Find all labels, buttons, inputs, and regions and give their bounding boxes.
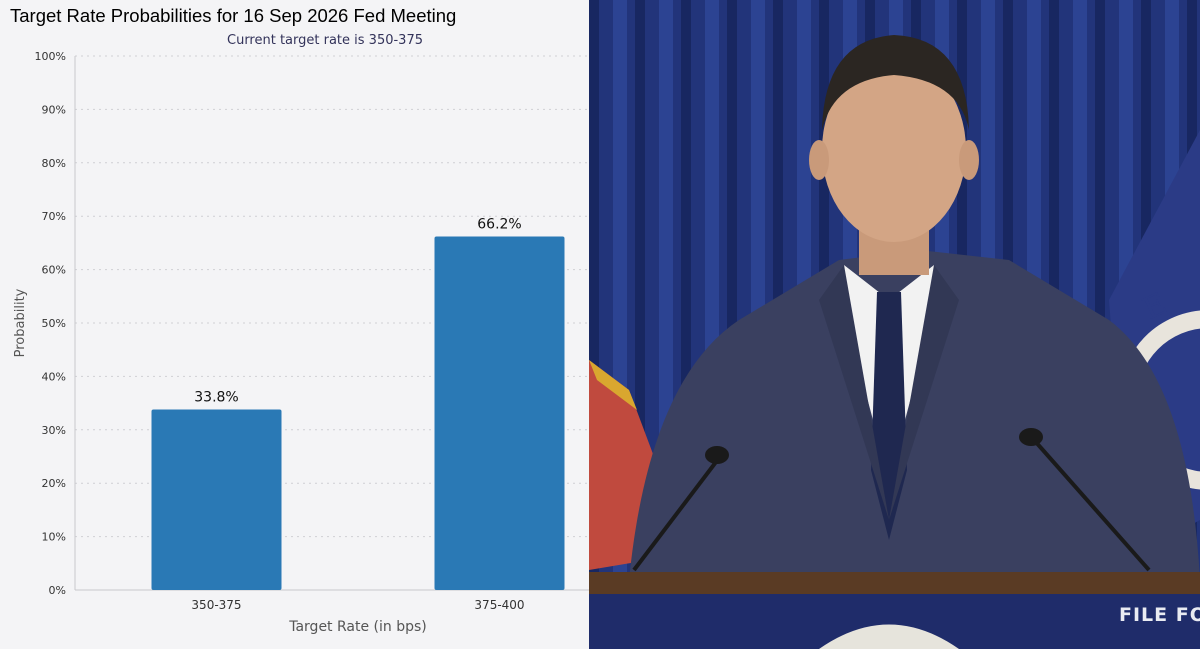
y-tick-label: 10% bbox=[42, 531, 66, 544]
y-tick-label: 30% bbox=[42, 424, 66, 437]
x-tick-label: 375-400 bbox=[474, 598, 524, 612]
press-conference-photo: E FILE FO bbox=[589, 0, 1200, 649]
x-tick-label: 350-375 bbox=[191, 598, 241, 612]
speaker-illustration: E bbox=[589, 0, 1200, 649]
y-tick-label: 100% bbox=[35, 50, 66, 63]
y-axis-ticks: 0% 10% 20% 30% 40% 50% 60% 70% 80% 90% 100% bbox=[35, 50, 66, 597]
y-tick-label: 60% bbox=[42, 264, 66, 277]
suit bbox=[629, 250, 1200, 649]
y-tick-label: 50% bbox=[42, 317, 66, 330]
bar[interactable] bbox=[151, 409, 282, 590]
hair bbox=[822, 35, 969, 130]
x-axis-label: Target Rate (in bps) bbox=[288, 619, 427, 635]
y-tick-label: 80% bbox=[42, 157, 66, 170]
podium-seal bbox=[819, 624, 959, 649]
y-tick-label: 20% bbox=[42, 477, 66, 490]
y-tick-label: 40% bbox=[42, 370, 66, 383]
bar[interactable] bbox=[434, 236, 565, 590]
face bbox=[822, 58, 966, 242]
microphone-left bbox=[632, 456, 721, 572]
x-axis-ticks: 350-375 375-400 bbox=[191, 598, 524, 612]
bar-value-label: 33.8% bbox=[194, 390, 238, 406]
bar-value-label: 66.2% bbox=[477, 216, 521, 232]
y-axis-label: Probability bbox=[13, 288, 28, 357]
bar-chart: 0% 10% 20% 30% 40% 50% 60% 70% 80% 90% 100% 33.8% 6… bbox=[13, 50, 589, 635]
podium-top bbox=[589, 572, 1200, 594]
chart-title: Target Rate Probabilities for 16 Sep 202… bbox=[10, 5, 457, 26]
y-tick-label: 70% bbox=[42, 210, 66, 223]
chart-panel: Target Rate Probabilities for 16 Sep 202… bbox=[0, 0, 589, 649]
y-tick-label: 90% bbox=[42, 103, 66, 116]
microphone-right bbox=[1032, 438, 1151, 572]
y-tick-label: 0% bbox=[49, 584, 66, 597]
bars: 33.8% 66.2% bbox=[151, 216, 565, 590]
chart-subtitle: Current target rate is 350-375 bbox=[227, 33, 423, 48]
podium-banner-text: FILE FO bbox=[1119, 604, 1200, 626]
